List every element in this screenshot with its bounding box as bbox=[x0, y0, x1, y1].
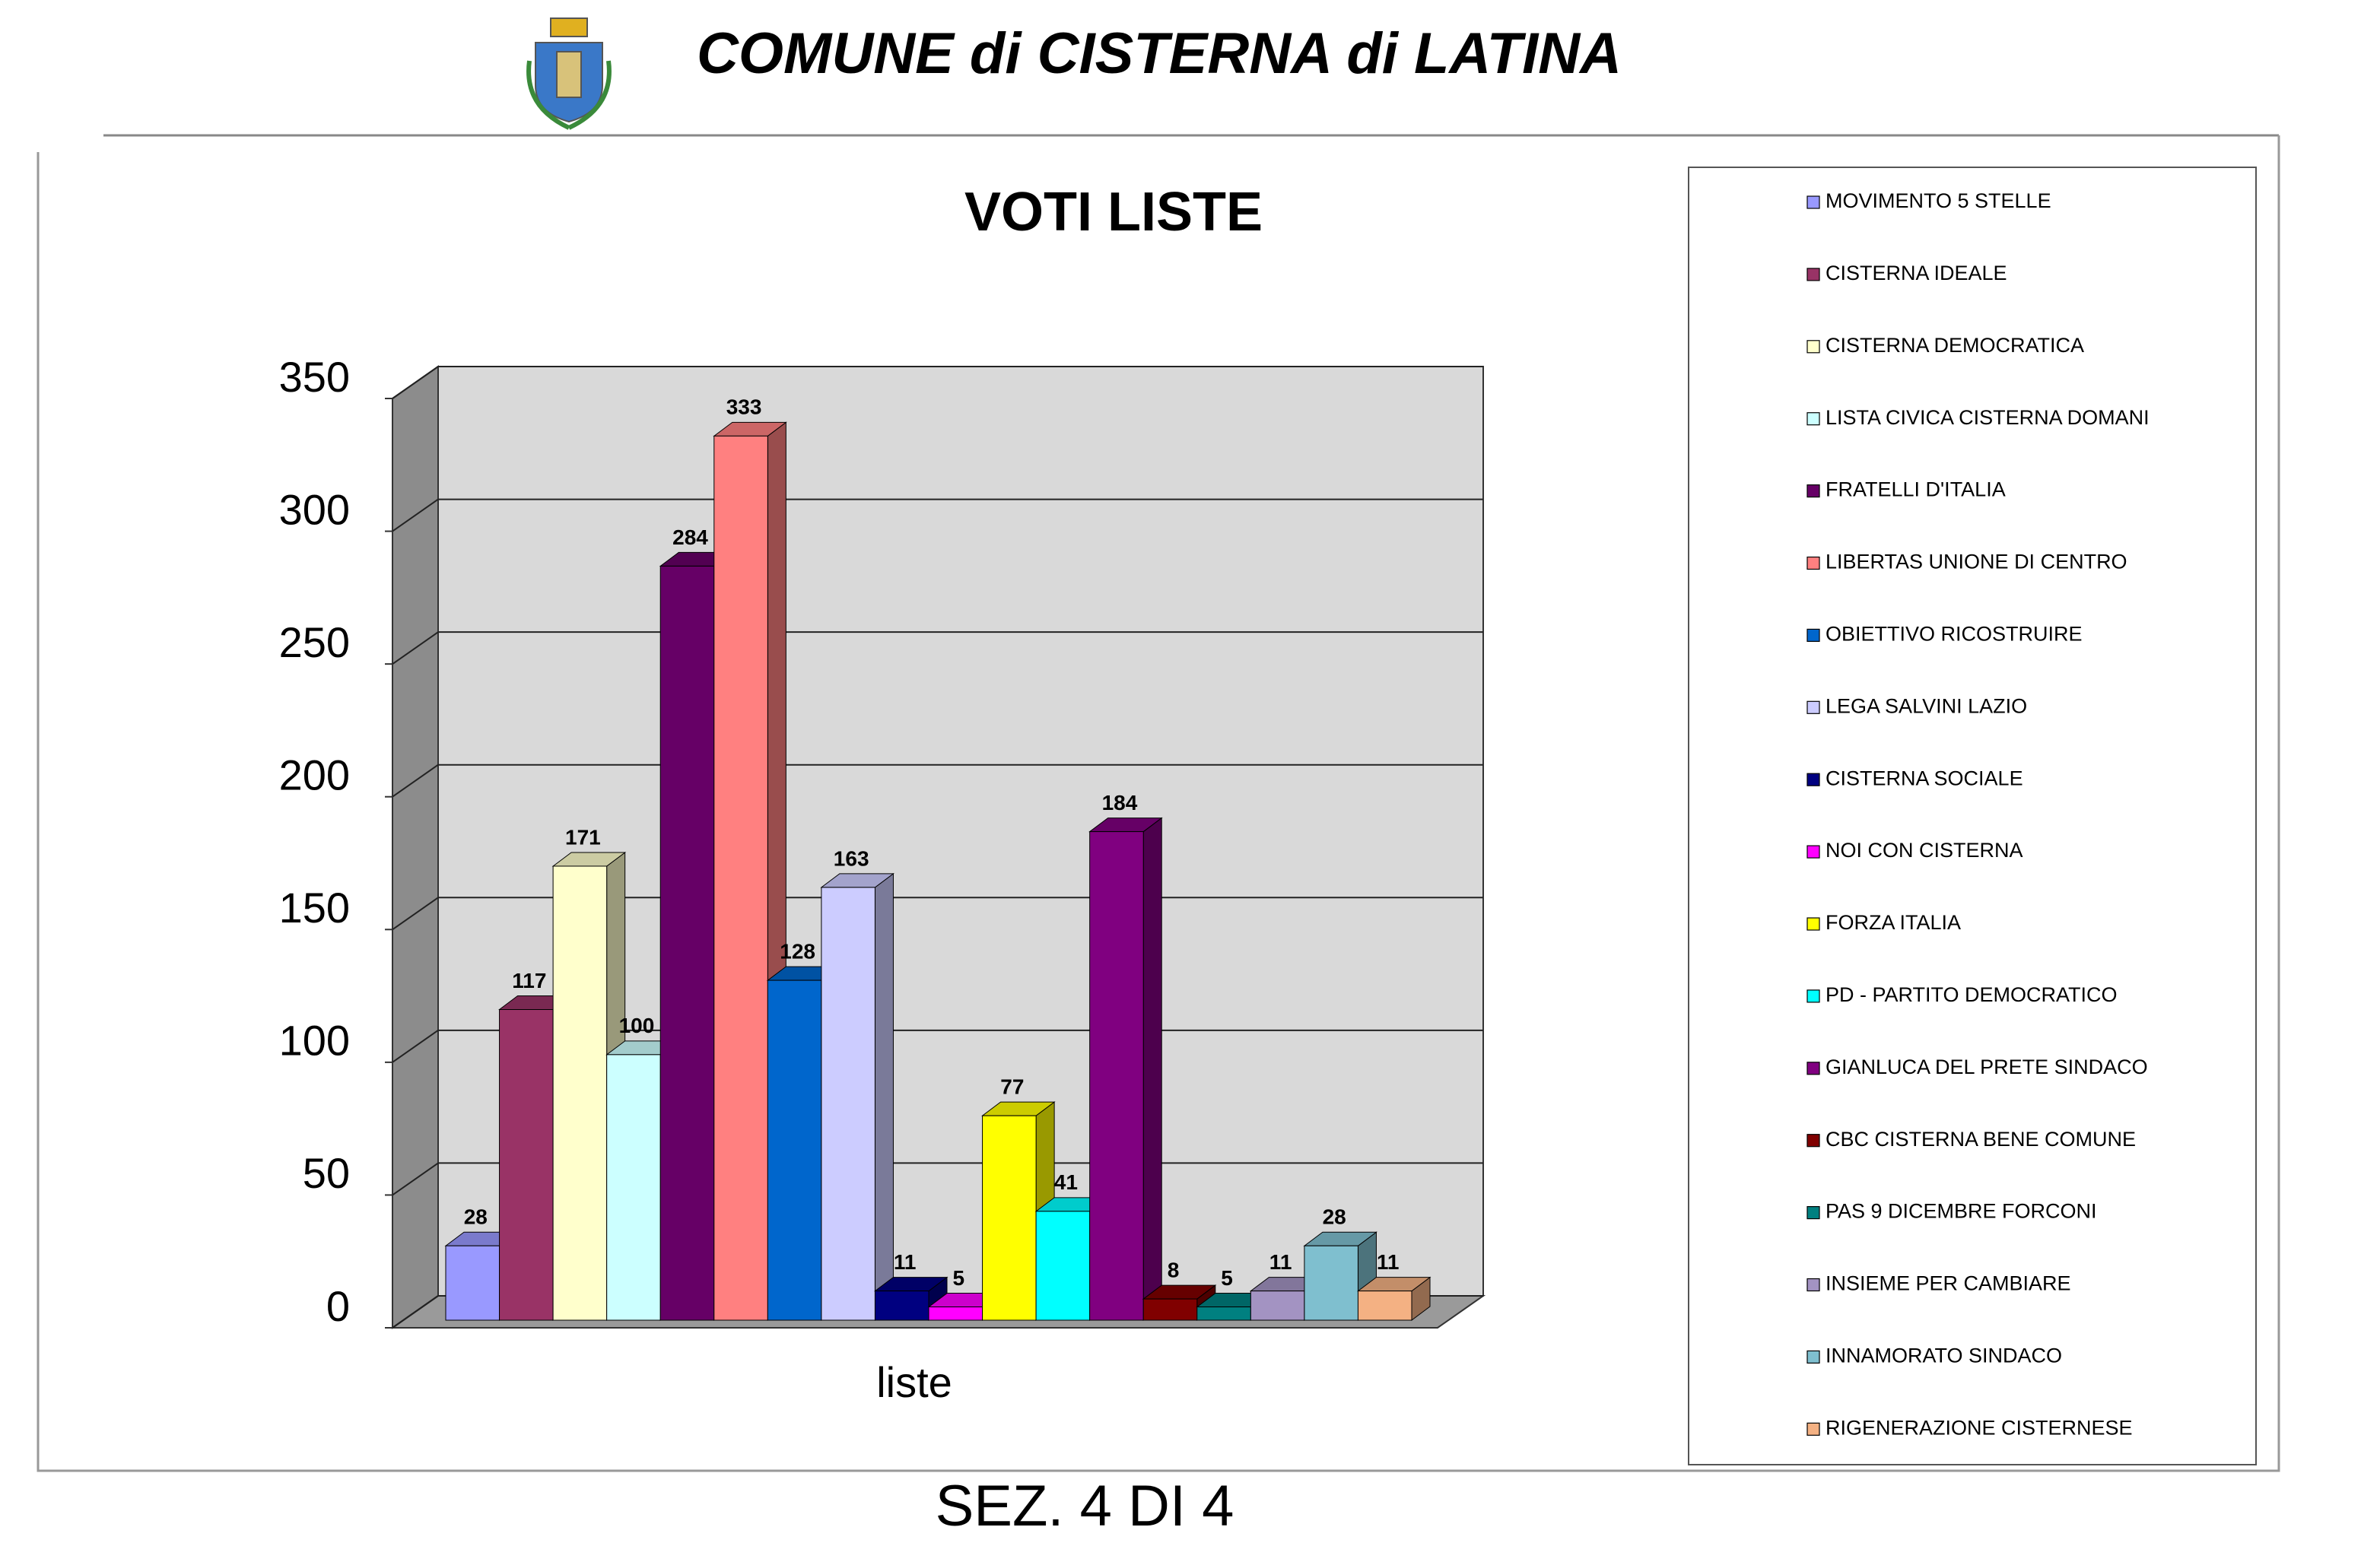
bar bbox=[982, 1115, 1037, 1321]
legend-label: GIANLUCA DEL PRETE SINDACO bbox=[1826, 1056, 2148, 1078]
value-label: 11 bbox=[894, 1250, 917, 1274]
bar bbox=[1357, 1291, 1412, 1321]
bar bbox=[659, 565, 715, 1321]
value-label: 11 bbox=[1269, 1250, 1292, 1274]
legend-swatch bbox=[1806, 195, 1820, 209]
value-label: 8 bbox=[1168, 1258, 1180, 1281]
grid-line bbox=[392, 1030, 439, 1063]
y-tick-label: 300 bbox=[279, 485, 350, 533]
legend-swatch bbox=[1806, 773, 1820, 786]
grid-line bbox=[392, 764, 439, 798]
legend-label: LIBERTAS UNIONE DI CENTRO bbox=[1826, 551, 2127, 573]
legend-swatch bbox=[1806, 700, 1820, 714]
legend-swatch bbox=[1806, 1278, 1820, 1292]
legend-box bbox=[1688, 167, 2257, 1465]
bar bbox=[552, 865, 608, 1321]
y-tick-label: 50 bbox=[303, 1149, 350, 1197]
bar bbox=[1250, 1291, 1305, 1321]
legend-swatch bbox=[1806, 989, 1820, 1003]
grid-line bbox=[392, 897, 439, 931]
bar bbox=[1304, 1245, 1358, 1321]
y-tick-label: 0 bbox=[326, 1282, 350, 1330]
legend-swatch bbox=[1806, 1422, 1820, 1436]
value-label: 5 bbox=[952, 1266, 964, 1290]
value-label: 171 bbox=[565, 825, 601, 849]
y-tick-label: 350 bbox=[279, 353, 350, 401]
legend-label: LEGA SALVINI LAZIO bbox=[1826, 694, 2027, 717]
bar bbox=[1089, 831, 1144, 1321]
bar bbox=[713, 435, 768, 1321]
bar bbox=[1142, 1298, 1198, 1321]
value-label: 333 bbox=[726, 395, 762, 419]
y-tick-label: 250 bbox=[279, 618, 350, 666]
value-label: 163 bbox=[834, 846, 869, 870]
grid-line bbox=[392, 366, 439, 399]
legend-label: CISTERNA SOCIALE bbox=[1826, 767, 2023, 789]
bar-side bbox=[1142, 817, 1162, 1321]
value-label: 77 bbox=[1000, 1075, 1024, 1099]
grid-line bbox=[392, 631, 439, 665]
value-label: 5 bbox=[1221, 1266, 1233, 1290]
legend-label: RIGENERAZIONE CISTERNESE bbox=[1826, 1416, 2133, 1439]
legend-swatch bbox=[1806, 628, 1820, 643]
bar bbox=[928, 1306, 983, 1321]
bar bbox=[1196, 1306, 1251, 1321]
legend-label: FORZA ITALIA bbox=[1826, 911, 1961, 934]
value-label: 28 bbox=[464, 1205, 488, 1229]
legend-swatch bbox=[1806, 412, 1820, 426]
legend-label: INNAMORATO SINDACO bbox=[1826, 1345, 2062, 1367]
value-label: 100 bbox=[619, 1014, 655, 1037]
bar bbox=[874, 1291, 929, 1321]
x-axis-label: liste bbox=[876, 1358, 952, 1406]
legend-label: OBIETTIVO RICOSTRUIRE bbox=[1826, 623, 2083, 646]
legend-swatch bbox=[1806, 845, 1820, 859]
legend-label: CISTERNA IDEALE bbox=[1826, 262, 2007, 284]
legend-label: LISTA CIVICA CISTERNA DOMANI bbox=[1826, 406, 2150, 429]
bar bbox=[767, 979, 822, 1321]
legend-label: CBC CISTERNA BENE COMUNE bbox=[1826, 1128, 2136, 1151]
value-label: 41 bbox=[1054, 1170, 1078, 1194]
value-label: 128 bbox=[780, 939, 815, 963]
legend-label: FRATELLI D'ITALIA bbox=[1826, 478, 2006, 501]
grid-line bbox=[392, 498, 439, 532]
logo bbox=[526, 17, 612, 130]
bar-side bbox=[874, 872, 894, 1321]
legend-label: INSIEME PER CAMBIARE bbox=[1826, 1272, 2071, 1295]
legend-label: MOVIMENTO 5 STELLE bbox=[1826, 189, 2051, 212]
bar bbox=[445, 1245, 500, 1321]
legend-swatch bbox=[1806, 484, 1820, 498]
legend-label: NOI CON CISTERNA bbox=[1826, 839, 2023, 862]
legend-swatch bbox=[1806, 340, 1820, 354]
legend-swatch bbox=[1806, 1350, 1820, 1364]
grid-line bbox=[392, 1295, 439, 1329]
bar bbox=[606, 1054, 661, 1321]
legend-swatch bbox=[1806, 917, 1820, 931]
legend-swatch bbox=[1806, 1134, 1820, 1148]
value-label: 117 bbox=[512, 969, 546, 992]
bar bbox=[1035, 1211, 1091, 1321]
bar bbox=[821, 887, 875, 1321]
legend-swatch bbox=[1806, 556, 1820, 570]
y-tick-label: 100 bbox=[279, 1017, 350, 1065]
legend-swatch bbox=[1806, 268, 1820, 281]
footer: SEZ. 4 DI 4 bbox=[936, 1474, 1234, 1538]
y-tick-label: 150 bbox=[279, 884, 350, 932]
value-label: 184 bbox=[1102, 791, 1138, 814]
legend-label: PAS 9 DICEMBRE FORCONI bbox=[1826, 1200, 2097, 1223]
page-title: COMUNE di CISTERNA di LATINA bbox=[697, 21, 1622, 86]
value-label: 28 bbox=[1323, 1205, 1346, 1229]
chart-frame bbox=[37, 135, 2280, 1472]
legend-swatch bbox=[1806, 1205, 1820, 1220]
legend-swatch bbox=[1806, 1062, 1820, 1075]
legend-label: PD - PARTITO DEMOCRATICO bbox=[1826, 983, 2118, 1006]
bar bbox=[499, 1009, 554, 1321]
chart-title: VOTI LISTE bbox=[964, 182, 1263, 243]
value-label: 11 bbox=[1377, 1250, 1400, 1274]
value-label: 284 bbox=[672, 525, 708, 549]
grid-line bbox=[392, 1162, 439, 1196]
legend-label: CISTERNA DEMOCRATICA bbox=[1826, 334, 2084, 357]
side-wall bbox=[392, 365, 439, 1329]
y-tick-label: 200 bbox=[279, 751, 350, 799]
